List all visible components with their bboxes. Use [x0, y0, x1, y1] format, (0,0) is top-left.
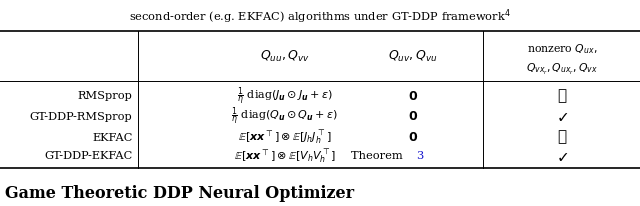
Text: $Q_{vx_r},Q_{ux_r}, Q_{vx}$: $Q_{vx_r},Q_{ux_r}, Q_{vx}$ [526, 62, 598, 76]
Text: EKFAC: EKFAC [92, 132, 132, 142]
Text: 3: 3 [416, 151, 423, 160]
Text: $\checkmark$: $\checkmark$ [556, 148, 568, 163]
Text: RMSprop: RMSprop [77, 91, 132, 101]
Text: GT-DDP-EKFAC: GT-DDP-EKFAC [44, 151, 132, 160]
Text: $\mathbf{0}$: $\mathbf{0}$ [408, 110, 418, 123]
Text: $\checkmark$: $\checkmark$ [556, 109, 568, 124]
Text: nonzero $Q_{ux},$: nonzero $Q_{ux},$ [527, 42, 597, 55]
Text: $\mathbb{E}[\boldsymbol{xx}^{\top}] \otimes \mathbb{E}[V_h V_h^{\top}]$: $\mathbb{E}[\boldsymbol{xx}^{\top}] \oti… [234, 147, 336, 164]
Text: $Q_{uu},Q_{vv}$: $Q_{uu},Q_{vv}$ [260, 49, 310, 64]
Text: $\mathbf{0}$: $\mathbf{0}$ [408, 89, 418, 102]
Text: $\frac{1}{\eta}$ diag$(Q_{\boldsymbol{u}} \odot Q_{\boldsymbol{u}} + \epsilon)$: $\frac{1}{\eta}$ diag$(Q_{\boldsymbol{u}… [232, 105, 338, 128]
Text: GT-DDP-RMSprop: GT-DDP-RMSprop [29, 111, 132, 121]
Text: $\mathbb{E}[\boldsymbol{xx}^{\top}] \otimes \mathbb{E}[J_h J_h^{\top}]$: $\mathbb{E}[\boldsymbol{xx}^{\top}] \oti… [238, 128, 332, 146]
Text: Game Theoretic DDP Neural Optimizer: Game Theoretic DDP Neural Optimizer [5, 184, 355, 201]
Text: ✗: ✗ [557, 89, 566, 103]
Text: second-order (e.g. EKFAC) algorithms under GT-DDP framework$^{4}$: second-order (e.g. EKFAC) algorithms und… [129, 7, 511, 26]
Text: $\frac{1}{\eta}$ diag$(J_{\boldsymbol{u}} \odot J_{\boldsymbol{u}} + \epsilon)$: $\frac{1}{\eta}$ diag$(J_{\boldsymbol{u}… [237, 84, 333, 107]
Text: $Q_{uv},Q_{vu}$: $Q_{uv},Q_{vu}$ [388, 49, 438, 64]
Text: Theorem: Theorem [351, 151, 406, 160]
Text: $\mathbf{0}$: $\mathbf{0}$ [408, 131, 418, 143]
Text: ✗: ✗ [557, 130, 566, 144]
